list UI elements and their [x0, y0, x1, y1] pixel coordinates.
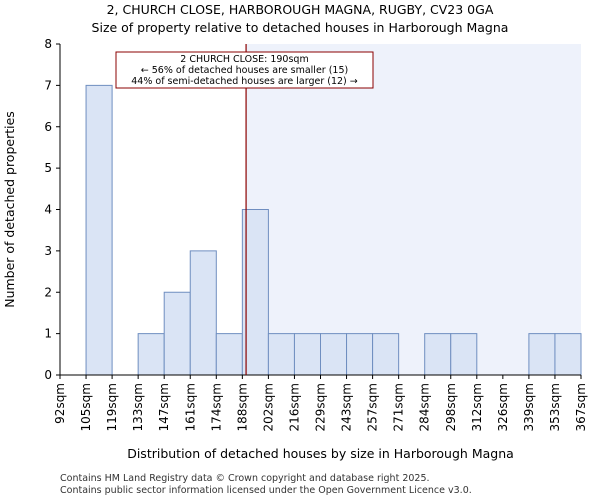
histogram-bar [450, 333, 478, 376]
x-tick-label: 339sqm [522, 383, 536, 431]
y-tick-label: 6 [44, 120, 52, 134]
histogram-bar [137, 333, 165, 376]
y-tick-label: 7 [44, 78, 52, 92]
histogram-bar [163, 291, 191, 376]
x-tick-label: 243sqm [340, 383, 354, 431]
annotation-text: 2 CHURCH CLOSE: 190sqm [180, 54, 308, 65]
y-tick-label: 2 [44, 285, 52, 299]
histogram-bar [346, 333, 374, 376]
x-tick-label: 119sqm [105, 383, 119, 431]
histogram-bar [528, 333, 556, 376]
x-tick-label: 161sqm [183, 383, 197, 431]
x-tick-label: 312sqm [470, 383, 484, 431]
x-tick-label: 353sqm [548, 383, 562, 431]
x-tick-label: 202sqm [261, 383, 275, 431]
annotation-text: 44% of semi-detached houses are larger (… [131, 76, 358, 87]
highlight-region [246, 44, 582, 375]
x-tick-label: 257sqm [366, 383, 380, 431]
histogram-bar [189, 250, 217, 376]
histogram-chart: 0 1 2 3 4 5 6 7 8 92sqm 105sqm 119sqm 133sqm 147sqm 16… [2, 37, 588, 461]
chart-title: 2, CHURCH CLOSE, HARBOROUGH MAGNA, RUGBY… [106, 2, 494, 17]
footer-copyright: Contains HM Land Registry data © Crown c… [60, 473, 430, 484]
x-axis-label: Distribution of detached houses by size … [127, 446, 514, 461]
histogram-bar [241, 209, 269, 376]
y-axis-label: Number of detached properties [2, 111, 17, 308]
histogram-bar [215, 333, 243, 376]
x-tick-label: 229sqm [314, 383, 328, 431]
plot-area: 0 1 2 3 4 5 6 7 8 92sqm 105sqm 119sqm 133sqm 147sqm 16… [2, 37, 588, 461]
histogram-bar [293, 333, 322, 376]
x-tick-label: 105sqm [79, 383, 93, 431]
histogram-bar [372, 333, 400, 376]
chart-subtitle: Size of property relative to detached ho… [91, 20, 509, 35]
y-tick-label: 0 [44, 368, 52, 382]
x-tick-label: 367sqm [574, 383, 588, 431]
x-tick-label: 284sqm [418, 383, 432, 431]
y-tick-label: 8 [44, 37, 52, 51]
footer-licence: Contains public sector information licen… [60, 485, 472, 496]
y-tick-label: 3 [44, 244, 52, 258]
x-tick-label: 92sqm [53, 383, 67, 424]
histogram-bar [85, 84, 113, 376]
x-tick-label: 326sqm [496, 383, 510, 431]
annotation-text: ← 56% of detached houses are smaller (15… [141, 65, 348, 76]
histogram-bar [320, 333, 348, 376]
x-tick-label: 133sqm [131, 383, 145, 431]
histogram-bar [267, 333, 295, 376]
x-tick-label: 298sqm [444, 383, 458, 431]
histogram-bar [424, 333, 452, 376]
x-tick-label: 216sqm [287, 383, 301, 431]
x-tick-label: 188sqm [235, 383, 249, 431]
x-tick-label: 271sqm [392, 383, 406, 431]
annotation-box [115, 51, 374, 89]
x-tick-label: 174sqm [209, 383, 223, 431]
histogram-bar [554, 333, 582, 376]
y-tick-label: 4 [44, 203, 52, 217]
y-tick-label: 5 [44, 161, 52, 175]
y-tick-label: 1 [44, 327, 52, 341]
x-tick-label: 147sqm [157, 383, 171, 431]
